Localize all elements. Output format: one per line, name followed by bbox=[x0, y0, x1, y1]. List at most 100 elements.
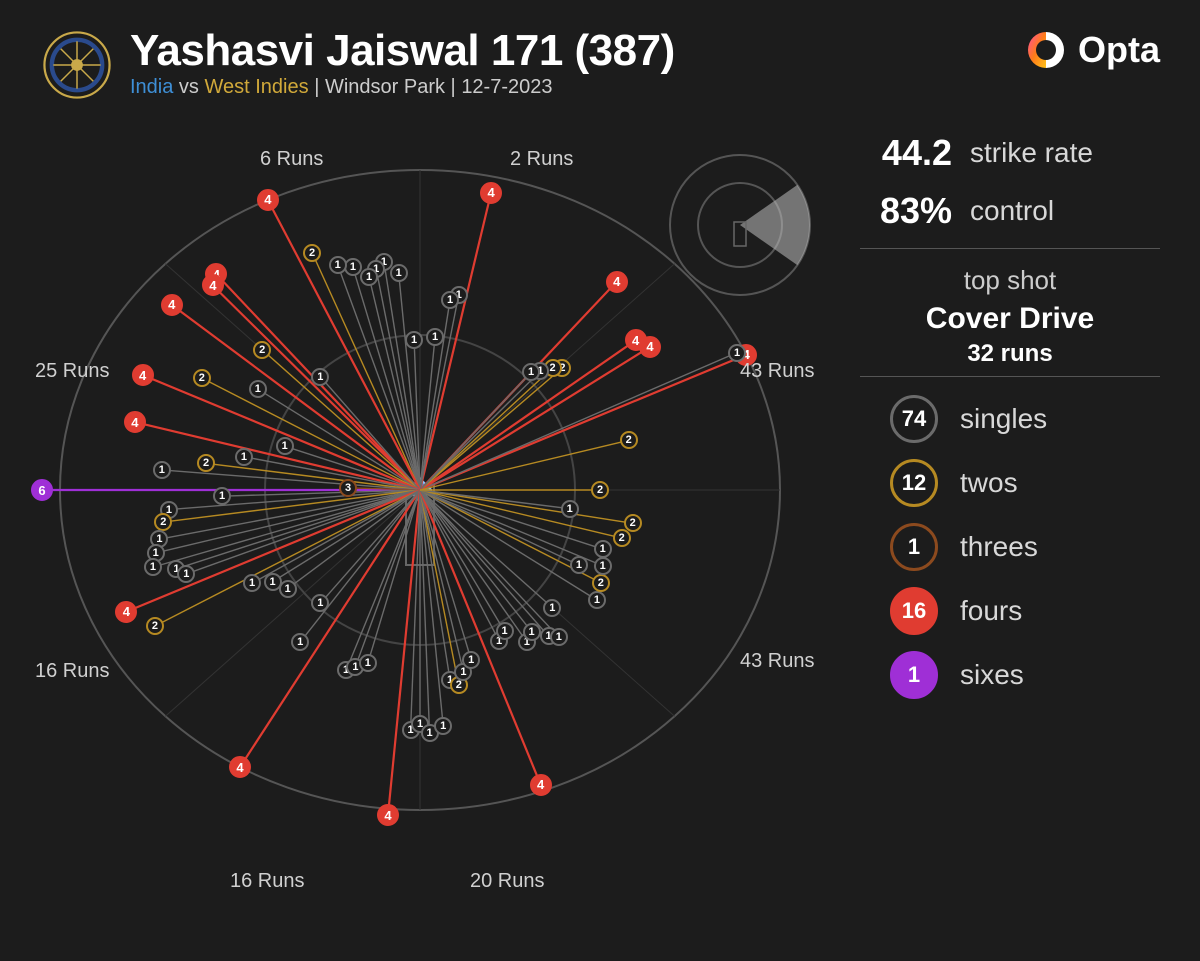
shot-marker: 1 bbox=[291, 633, 309, 651]
shot-marker: 1 bbox=[390, 264, 408, 282]
shot-marker: 1 bbox=[496, 622, 514, 640]
shot-marker: 1 bbox=[329, 256, 347, 274]
legend-row: 74 singles bbox=[860, 395, 1160, 443]
venue: Windsor Park bbox=[325, 76, 445, 98]
divider bbox=[860, 248, 1160, 249]
shot-marker: 1 bbox=[561, 500, 579, 518]
shot-marker: 4 bbox=[377, 804, 399, 826]
header: Yashasvi Jaiswal 171 (387) India vs West… bbox=[40, 28, 1160, 102]
wagon-overlay: 4144422112411111111112444421124411216311… bbox=[0, 130, 870, 950]
legend-label: threes bbox=[960, 531, 1038, 563]
legend-label: twos bbox=[960, 467, 1018, 499]
run-legend: 74 singles 12 twos 1 threes 16fours 1 sixes bbox=[860, 395, 1160, 699]
top-shot-name: Cover Drive bbox=[860, 302, 1160, 336]
shot-marker: 2 bbox=[197, 454, 215, 472]
divider bbox=[860, 376, 1160, 377]
legend-label: sixes bbox=[960, 659, 1024, 691]
shot-marker: 4 bbox=[132, 364, 154, 386]
shot-marker: 1 bbox=[153, 461, 171, 479]
shot-marker: 4 bbox=[124, 411, 146, 433]
shot-marker: 1 bbox=[279, 580, 297, 598]
shot-marker: 4 bbox=[480, 182, 502, 204]
shot-marker: 1 bbox=[570, 556, 588, 574]
shot-marker: 2 bbox=[193, 369, 211, 387]
shot-marker: 2 bbox=[613, 529, 631, 547]
wagon-wheel-chart: 4144422112411111111112444421124411216311… bbox=[0, 130, 870, 950]
legend-row: 16fours bbox=[860, 587, 1160, 635]
stat-strike-rate: 44.2 strike rate bbox=[860, 132, 1160, 174]
opta-icon bbox=[1024, 28, 1068, 72]
shot-marker: 2 bbox=[591, 481, 609, 499]
shot-marker: 1 bbox=[144, 558, 162, 576]
shot-marker: 1 bbox=[249, 380, 267, 398]
shot-marker: 1 bbox=[728, 344, 746, 362]
shot-marker: 1 bbox=[405, 331, 423, 349]
shot-marker: 4 bbox=[606, 271, 628, 293]
shot-marker: 1 bbox=[213, 487, 231, 505]
top-shot-runs: 32 runs bbox=[860, 340, 1160, 368]
zone-label: 16 Runs bbox=[230, 870, 305, 893]
zone-label: 25 Runs bbox=[35, 360, 110, 383]
shot-marker: 3 bbox=[339, 479, 357, 497]
zone-label: 2 Runs bbox=[510, 148, 573, 171]
legend-count: 12 bbox=[890, 459, 938, 507]
shot-marker: 1 bbox=[522, 363, 540, 381]
shot-marker: 1 bbox=[235, 448, 253, 466]
legend-row: 12 twos bbox=[860, 459, 1160, 507]
shot-marker: 1 bbox=[523, 623, 541, 641]
team-a: India bbox=[130, 76, 173, 98]
legend-row: 1 sixes bbox=[860, 651, 1160, 699]
stat-control: 83% control bbox=[860, 190, 1160, 232]
shot-marker: 1 bbox=[588, 591, 606, 609]
page-title: Yashasvi Jaiswal 171 (387) bbox=[130, 28, 1024, 74]
legend-count: 1 bbox=[890, 523, 938, 571]
shot-marker: 4 bbox=[115, 601, 137, 623]
shot-marker: 2 bbox=[624, 514, 642, 532]
shot-marker: 1 bbox=[276, 437, 294, 455]
title-block: Yashasvi Jaiswal 171 (387) India vs West… bbox=[130, 28, 1024, 99]
team-b: West Indies bbox=[205, 76, 309, 98]
stats-panel: 44.2 strike rate 83% control top shot Co… bbox=[860, 132, 1160, 715]
legend-count: 74 bbox=[890, 395, 938, 443]
zone-label: 43 Runs bbox=[740, 650, 815, 673]
shot-marker: 1 bbox=[311, 368, 329, 386]
shot-marker: 1 bbox=[311, 594, 329, 612]
shot-marker: 1 bbox=[594, 540, 612, 558]
legend-label: singles bbox=[960, 403, 1047, 435]
shot-marker: 1 bbox=[344, 258, 362, 276]
shot-marker: 1 bbox=[594, 557, 612, 575]
shot-marker: 2 bbox=[620, 431, 638, 449]
player-score: 171 (387) bbox=[491, 26, 675, 75]
shot-marker: 2 bbox=[146, 617, 164, 635]
team-crest-icon bbox=[40, 28, 114, 102]
shot-marker: 6 bbox=[31, 479, 53, 501]
match-date: 12-7-2023 bbox=[461, 76, 552, 98]
shot-marker: 1 bbox=[543, 599, 561, 617]
shot-marker: 1 bbox=[462, 651, 480, 669]
shot-marker: 1 bbox=[360, 268, 378, 286]
brand-text: Opta bbox=[1078, 29, 1160, 71]
legend-label: fours bbox=[960, 595, 1022, 627]
shot-marker: 1 bbox=[359, 654, 377, 672]
zone-label: 16 Runs bbox=[35, 660, 110, 683]
zone-label: 43 Runs bbox=[740, 360, 815, 383]
shot-marker: 4 bbox=[229, 756, 251, 778]
legend-count: 1 bbox=[890, 651, 938, 699]
shot-marker: 4 bbox=[257, 189, 279, 211]
top-shot-label: top shot bbox=[860, 265, 1160, 296]
shot-marker: 4 bbox=[530, 774, 552, 796]
brand-logo: Opta bbox=[1024, 28, 1160, 72]
shot-marker: 1 bbox=[441, 291, 459, 309]
shot-marker: 1 bbox=[434, 717, 452, 735]
player-name: Yashasvi Jaiswal bbox=[130, 26, 479, 75]
shot-marker: 2 bbox=[592, 574, 610, 592]
shot-marker: 4 bbox=[202, 274, 224, 296]
shot-marker: 4 bbox=[161, 294, 183, 316]
shot-marker: 1 bbox=[177, 565, 195, 583]
shot-marker: 4 bbox=[625, 329, 647, 351]
zone-label: 6 Runs bbox=[260, 148, 323, 171]
shot-marker: 2 bbox=[253, 341, 271, 359]
shot-marker: 1 bbox=[243, 574, 261, 592]
shot-marker: 1 bbox=[550, 628, 568, 646]
shot-marker: 2 bbox=[154, 513, 172, 531]
